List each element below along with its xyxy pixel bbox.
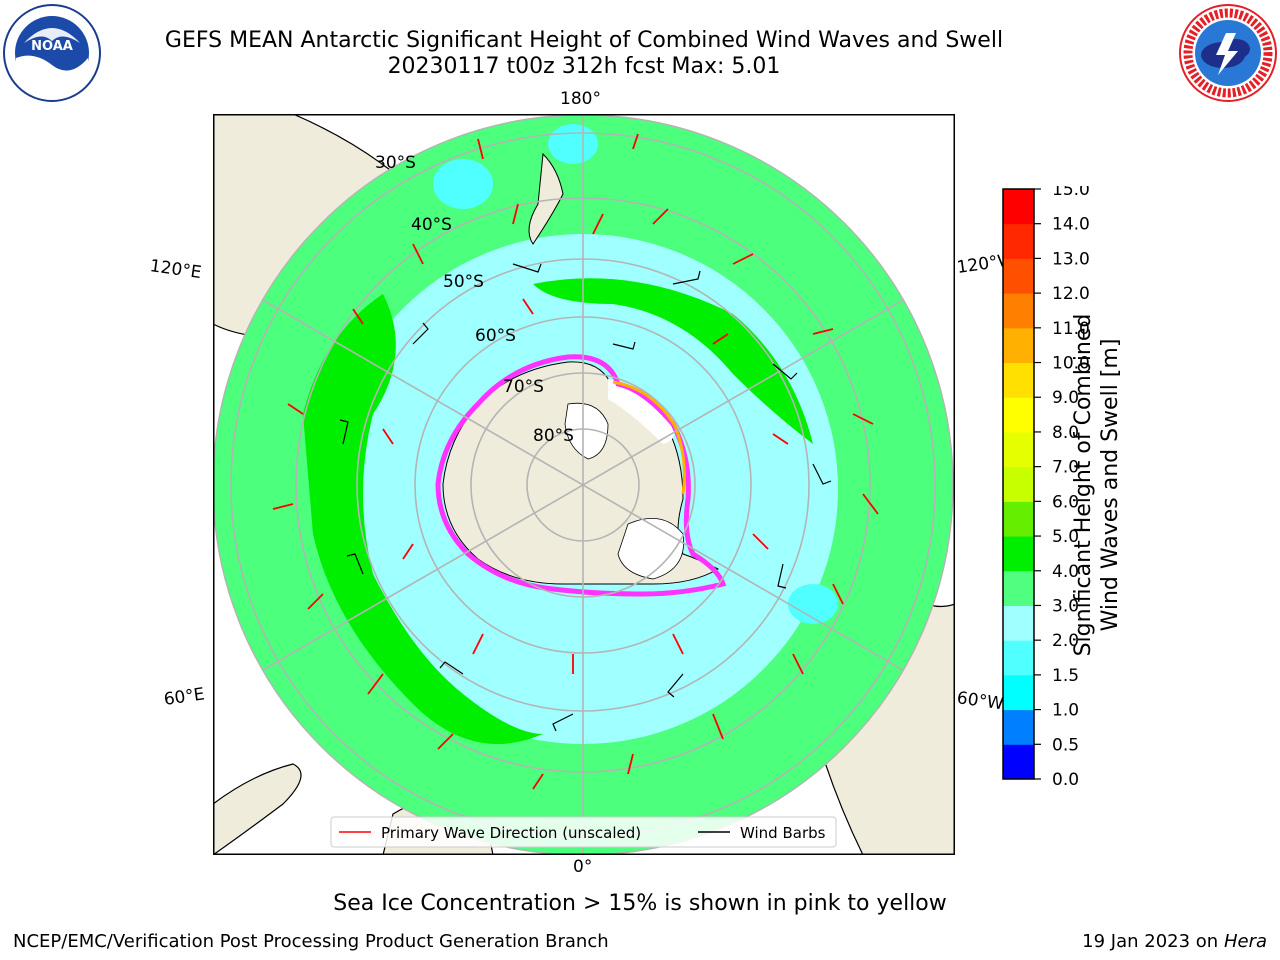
lat-label-50s: 50°S xyxy=(443,272,484,292)
colorbar-segment xyxy=(1003,536,1034,572)
lat-label-70s: 70°S xyxy=(503,377,544,397)
colorbar-label-line2: Wind Waves and Swell [m] xyxy=(1098,338,1123,632)
graticule xyxy=(230,115,936,855)
polar-map: 30°S 40°S 50°S 60°S 70°S 80°S Primary Wa… xyxy=(213,114,955,855)
colorbar-segment xyxy=(1003,674,1034,711)
colorbar-segment xyxy=(1003,397,1034,433)
lon-label-0: 0° xyxy=(573,857,593,877)
lat-label-30s: 30°S xyxy=(375,153,416,173)
colorbar-segment xyxy=(1003,327,1034,364)
ice-west xyxy=(608,379,675,444)
sea-ice-edge xyxy=(435,354,727,597)
colorbar-segment xyxy=(1003,744,1034,780)
colorbar-segment xyxy=(1003,605,1034,641)
lat-label-80s: 80°S xyxy=(533,426,574,446)
lon-label-180: 180° xyxy=(560,89,601,109)
colorbar-label: Significant Height of Combined Wind Wave… xyxy=(1070,225,1130,745)
colorbar-tick-label: 15.0 xyxy=(1052,186,1090,200)
colorbar-segment xyxy=(1003,258,1034,294)
colorbar-tick-label: 13.0 xyxy=(1052,249,1090,269)
colorbar-tick-label: 8.0 xyxy=(1052,423,1079,443)
colorbar-tick-label: 14.0 xyxy=(1052,215,1090,235)
lon-label-120e: 120°E xyxy=(148,256,203,284)
colorbar-tick-label: 10.0 xyxy=(1052,354,1090,374)
colorbar-tick-label: 1.0 xyxy=(1052,701,1079,721)
colorbar: 0.0 0.5 1.0 1.5 2.0 3.0 4.0 5.0 6.0 7.0 8.0 9.0 10.0… xyxy=(1002,186,1090,786)
lat-label-60s: 60°S xyxy=(475,326,516,346)
colorbar-tick-label: 0.5 xyxy=(1052,735,1079,755)
footer-host: Hera xyxy=(1223,931,1267,952)
colorbar-tick-label: 9.0 xyxy=(1052,388,1079,408)
lon-label-60e: 60°E xyxy=(162,684,206,710)
colorbar-frame xyxy=(1002,188,1035,780)
lon-label-60w: 60°W xyxy=(955,688,1005,715)
legend-barb-label: Wind Barbs xyxy=(740,824,826,842)
colorbar-segment xyxy=(1003,431,1034,468)
colorbar-segment xyxy=(1003,466,1034,502)
colorbar-segment xyxy=(1003,570,1034,606)
colorbar-segment xyxy=(1003,189,1034,225)
footer-right: 19 Jan 2023 on Hera xyxy=(1082,931,1267,952)
colorbar-tick-label: 0.0 xyxy=(1052,770,1079,786)
colorbar-segment xyxy=(1003,709,1034,745)
footer-date: 19 Jan 2023 on xyxy=(1082,931,1224,952)
lat-label-40s: 40°S xyxy=(411,215,452,235)
colorbar-tick-label: 5.0 xyxy=(1052,527,1079,547)
colorbar-tick-label: 12.0 xyxy=(1052,284,1090,304)
sea-ice-note: Sea Ice Concentration > 15% is shown in … xyxy=(333,891,947,916)
legend-wave-label: Primary Wave Direction (unscaled) xyxy=(381,824,641,842)
ocean-band-high xyxy=(303,294,543,744)
colorbar-segments xyxy=(1003,189,1034,780)
colorbar-segment xyxy=(1003,501,1034,537)
colorbar-label-line1: Significant Height of Combined xyxy=(1071,313,1096,657)
ice-ross xyxy=(564,402,609,460)
noaa-logo-text: NOAA xyxy=(31,39,73,54)
chart-title: GEFS MEAN Antarctic Significant Height o… xyxy=(164,28,1004,53)
colorbar-segment xyxy=(1003,640,1034,676)
land-africa xyxy=(213,763,302,855)
chart-subtitle: 20230117 t00z 312h fcst Max: 5.01 xyxy=(387,54,781,79)
colorbar-tick-label: 3.0 xyxy=(1052,596,1079,616)
colorbar-segment xyxy=(1003,293,1034,329)
map-legend: Primary Wave Direction (unscaled) Wind B… xyxy=(330,816,837,848)
colorbar-tick-label: 7.0 xyxy=(1052,458,1079,478)
land-new-zealand xyxy=(528,152,564,245)
colorbar-segment xyxy=(1003,362,1034,398)
noaa-logo: NOAA xyxy=(3,4,101,102)
wave-direction-arrows xyxy=(272,133,879,790)
nws-logo xyxy=(1179,4,1277,102)
colorbar-tick-label: 4.0 xyxy=(1052,562,1079,582)
footer-left: NCEP/EMC/Verification Post Processing Pr… xyxy=(13,931,609,952)
colorbar-segment xyxy=(1003,223,1034,259)
colorbar-tick-label: 11.0 xyxy=(1052,319,1090,339)
wind-barbs xyxy=(339,263,832,732)
colorbar-tick-label: 2.0 xyxy=(1052,631,1079,651)
map-frame xyxy=(213,114,955,855)
colorbar-ticks: 0.0 0.5 1.0 1.5 2.0 3.0 4.0 5.0 6.0 7.0 8.0 9.0 10.0… xyxy=(1034,186,1090,786)
colorbar-tick-label: 6.0 xyxy=(1052,492,1079,512)
colorbar-tick-label: 1.5 xyxy=(1052,666,1079,686)
